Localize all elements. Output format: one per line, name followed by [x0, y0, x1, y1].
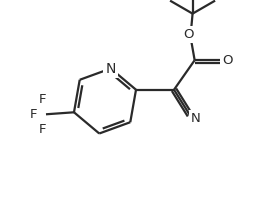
Text: O: O: [184, 28, 194, 41]
Text: F: F: [39, 123, 47, 136]
Text: F: F: [39, 93, 47, 106]
Text: O: O: [222, 54, 233, 67]
Text: N: N: [191, 112, 201, 125]
Text: N: N: [106, 62, 116, 76]
Text: F: F: [30, 108, 38, 121]
